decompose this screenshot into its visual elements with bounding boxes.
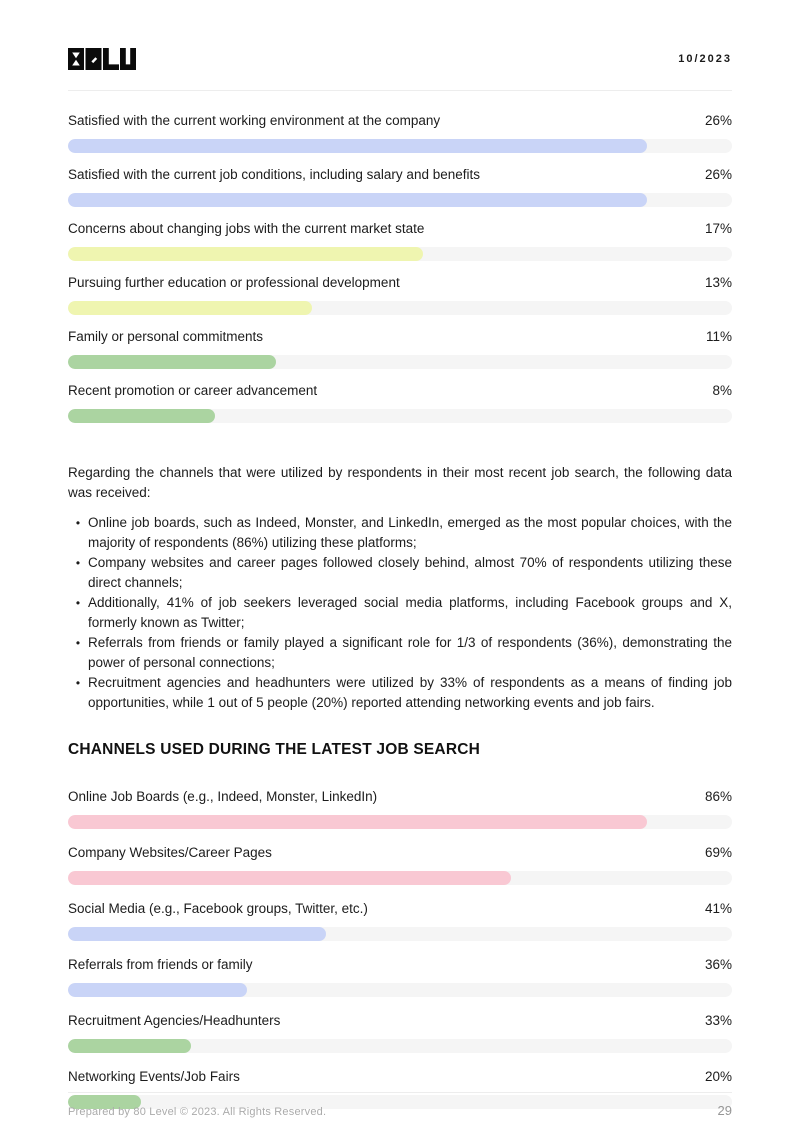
chart-row: Recruitment Agencies/Headhunters 33%	[68, 1013, 732, 1053]
chart-row: Pursuing further education or profession…	[68, 275, 732, 315]
footer-copyright: Prepared by 80 Level © 2023. All Rights …	[68, 1106, 327, 1118]
reasons-bar-chart: Satisfied with the current working envir…	[68, 113, 732, 423]
chart-bar-track	[68, 193, 732, 207]
chart-row-label: Networking Events/Job Fairs	[68, 1069, 240, 1084]
chart-row-label: Social Media (e.g., Facebook groups, Twi…	[68, 901, 368, 916]
chart-row: Recent promotion or career advancement 8…	[68, 383, 732, 423]
chart-row: Satisfied with the current working envir…	[68, 113, 732, 153]
chart-row-header: Referrals from friends or family 36%	[68, 957, 732, 977]
chart-bar-track	[68, 871, 732, 885]
chart-row-value: 33%	[704, 1013, 732, 1028]
chart-bar-fill	[68, 139, 647, 153]
page-header: 10/2023	[68, 48, 732, 91]
bullet-text: Additionally, 41% of job seekers leverag…	[88, 595, 732, 630]
bullet-text: Referrals from friends or family played …	[88, 635, 732, 670]
chart-row-label: Referrals from friends or family	[68, 957, 253, 972]
chart-row: Referrals from friends or family 36%	[68, 957, 732, 997]
channels-bar-chart: Online Job Boards (e.g., Indeed, Monster…	[68, 789, 732, 1109]
findings-bullet-list: • Online job boards, such as Indeed, Mon…	[68, 513, 732, 713]
chart-row-value: 26%	[704, 167, 732, 182]
page-number: 29	[717, 1103, 732, 1118]
chart-row-header: Pursuing further education or profession…	[68, 275, 732, 295]
section-heading: CHANNELS USED DURING THE LATEST JOB SEAR…	[68, 741, 480, 758]
chart-bar-track	[68, 139, 732, 153]
chart-row-label: Recent promotion or career advancement	[68, 383, 318, 398]
chart-bar-track	[68, 983, 732, 997]
bullet-marker-icon: •	[75, 676, 81, 690]
report-page: 10/2023 Satisfied with the current worki…	[68, 48, 732, 1109]
chart-bar-fill	[68, 927, 326, 941]
bullet-item: • Company websites and career pages foll…	[68, 553, 732, 593]
chart-row-label: Family or personal commitments	[68, 329, 264, 344]
chart-row-header: Networking Events/Job Fairs 20%	[68, 1069, 732, 1089]
chart-row: Family or personal commitments 11%	[68, 329, 732, 369]
chart-row-label: Recruitment Agencies/Headhunters	[68, 1013, 281, 1028]
chart-bar-track	[68, 1039, 732, 1053]
chart-row-header: Social Media (e.g., Facebook groups, Twi…	[68, 901, 732, 921]
chart-row-value: 20%	[704, 1069, 732, 1084]
bullet-item: • Recruitment agencies and headhunters w…	[68, 673, 732, 713]
chart-bar-fill	[68, 815, 647, 829]
bullet-text: Company websites and career pages follow…	[88, 555, 732, 590]
chart-row-value: 26%	[704, 113, 732, 128]
bullet-item: • Online job boards, such as Indeed, Mon…	[68, 513, 732, 553]
chart-row-header: Company Websites/Career Pages 69%	[68, 845, 732, 865]
chart-row-header: Recruitment Agencies/Headhunters 33%	[68, 1013, 732, 1033]
chart-bar-fill	[68, 247, 424, 261]
chart-bar-track	[68, 247, 732, 261]
chart-row: Social Media (e.g., Facebook groups, Twi…	[68, 901, 732, 941]
chart-bar-fill	[68, 355, 277, 369]
bullet-text: Online job boards, such as Indeed, Monst…	[88, 515, 732, 550]
chart-row-value: 13%	[704, 275, 732, 290]
bullet-marker-icon: •	[75, 516, 81, 530]
chart-bar-track	[68, 409, 732, 423]
chart-bar-fill	[68, 1095, 142, 1109]
chart-row-value: 17%	[704, 221, 732, 236]
chart-row-value: 41%	[704, 901, 732, 916]
bullet-item: • Referrals from friends or family playe…	[68, 633, 732, 673]
chart-row: Company Websites/Career Pages 69%	[68, 845, 732, 885]
chart-row-header: Satisfied with the current working envir…	[68, 113, 732, 133]
chart-bar-track	[68, 815, 732, 829]
chart-bar-track	[68, 927, 732, 941]
chart-row: Online Job Boards (e.g., Indeed, Monster…	[68, 789, 732, 829]
80-level-logo-icon	[68, 48, 136, 70]
chart-row-value: 8%	[712, 383, 732, 398]
chart-bar-fill	[68, 1039, 191, 1053]
chart-row-header: Family or personal commitments 11%	[68, 329, 732, 349]
chart-row: Concerns about changing jobs with the cu…	[68, 221, 732, 261]
chart-row-value: 11%	[705, 329, 732, 344]
chart-row-label: Satisfied with the current job condition…	[68, 167, 480, 182]
chart-row-header: Recent promotion or career advancement 8…	[68, 383, 732, 403]
chart-row-label: Satisfied with the current working envir…	[68, 113, 441, 128]
chart-row-label: Concerns about changing jobs with the cu…	[68, 221, 425, 236]
bullet-text: Recruitment agencies and headhunters wer…	[88, 675, 732, 710]
chart-row: Satisfied with the current job condition…	[68, 167, 732, 207]
chart-row-label: Company Websites/Career Pages	[68, 845, 272, 860]
chart-bar-track	[68, 301, 732, 315]
issue-date: 10/2023	[678, 53, 732, 65]
chart-row: Networking Events/Job Fairs 20%	[68, 1069, 732, 1109]
chart-bar-fill	[68, 301, 313, 315]
bullet-marker-icon: •	[75, 636, 81, 650]
chart-row-value: 86%	[704, 789, 732, 804]
chart-row-value: 36%	[704, 957, 732, 972]
chart-row-label: Pursuing further education or profession…	[68, 275, 400, 290]
chart-bar-fill	[68, 193, 647, 207]
chart-bar-track	[68, 355, 732, 369]
chart-bar-fill	[68, 409, 215, 423]
bullet-marker-icon: •	[75, 556, 81, 570]
bullet-marker-icon: •	[75, 596, 81, 610]
page-footer: Prepared by 80 Level © 2023. All Rights …	[68, 1092, 732, 1118]
intro-paragraph: Regarding the channels that were utilize…	[68, 465, 732, 500]
chart-bar-track	[68, 1095, 732, 1109]
chart-row-header: Concerns about changing jobs with the cu…	[68, 221, 732, 241]
chart-bar-fill	[68, 983, 248, 997]
chart-row-label: Online Job Boards (e.g., Indeed, Monster…	[68, 789, 378, 804]
chart-bar-fill	[68, 871, 511, 885]
chart-row-header: Satisfied with the current job condition…	[68, 167, 732, 187]
chart-row-header: Online Job Boards (e.g., Indeed, Monster…	[68, 789, 732, 809]
bullet-item: • Additionally, 41% of job seekers lever…	[68, 593, 732, 633]
chart-row-value: 69%	[704, 845, 732, 860]
